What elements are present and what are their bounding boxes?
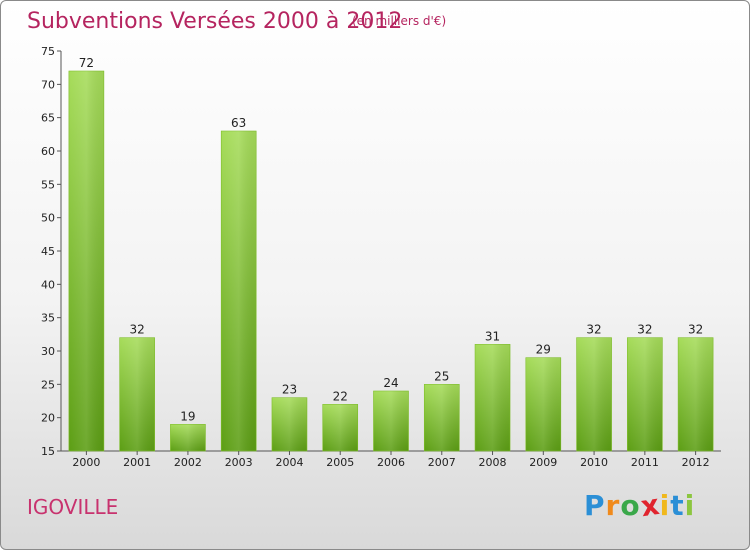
y-tick-label: 15: [41, 445, 55, 458]
x-tick-label: 2009: [529, 456, 557, 469]
data-label: 25: [434, 369, 449, 383]
logo-letter: i: [659, 489, 671, 522]
bar-sheen: [221, 131, 257, 451]
y-tick-label: 55: [41, 178, 55, 191]
data-label: 32: [586, 323, 601, 337]
data-label: 23: [282, 383, 297, 397]
proxiti-logo[interactable]: Proxiti: [584, 487, 696, 524]
bar-sheen: [119, 337, 155, 451]
bar-sheen: [678, 337, 714, 451]
data-label: 22: [333, 389, 348, 403]
y-tick-label: 70: [41, 78, 55, 91]
bar-sheen: [576, 337, 612, 451]
y-tick-label: 40: [41, 278, 55, 291]
bar-sheen: [627, 337, 663, 451]
data-label: 32: [637, 323, 652, 337]
x-tick-label: 2011: [631, 456, 659, 469]
logo-letter: i: [684, 489, 696, 522]
y-tick-label: 20: [41, 412, 55, 425]
x-tick-label: 2003: [225, 456, 253, 469]
data-label: 63: [231, 116, 246, 130]
y-tick-label: 25: [41, 378, 55, 391]
bar-sheen: [68, 71, 104, 451]
bar-sheen: [322, 404, 358, 451]
y-tick-label: 60: [41, 145, 55, 158]
x-tick-label: 2010: [580, 456, 608, 469]
y-tick-label: 50: [41, 212, 55, 225]
data-label: 29: [536, 343, 551, 357]
x-tick-label: 2000: [72, 456, 100, 469]
data-label: 32: [688, 323, 703, 337]
x-tick-label: 2004: [275, 456, 303, 469]
bar-sheen: [424, 384, 460, 451]
y-tick-label: 65: [41, 112, 55, 125]
y-tick-label: 75: [41, 45, 55, 58]
data-label: 24: [383, 376, 398, 390]
y-tick-label: 45: [41, 245, 55, 258]
logo-letter: t: [670, 489, 685, 522]
data-label: 72: [79, 56, 94, 70]
y-tick-label: 30: [41, 345, 55, 358]
bar-sheen: [271, 397, 307, 451]
logo-letter: o: [620, 489, 641, 522]
x-tick-label: 2002: [174, 456, 202, 469]
x-tick-label: 2008: [479, 456, 507, 469]
x-tick-label: 2005: [326, 456, 354, 469]
data-label: 32: [130, 323, 145, 337]
x-tick-label: 2001: [123, 456, 151, 469]
y-tick-label: 35: [41, 312, 55, 325]
x-tick-label: 2007: [428, 456, 456, 469]
chart-subtitle: (en milliers d'€): [352, 14, 447, 28]
logo-letter: P: [584, 489, 606, 522]
bar-sheen: [170, 424, 206, 451]
bar-sheen: [373, 391, 409, 451]
data-label: 19: [180, 409, 195, 423]
logo-letter: r: [605, 489, 621, 522]
chart-title: Subventions Versées 2000 à 2012: [27, 9, 403, 34]
bar-sheen: [475, 344, 511, 451]
logo-letter: x: [638, 487, 662, 524]
x-tick-label: 2012: [682, 456, 710, 469]
x-tick-label: 2006: [377, 456, 405, 469]
bar-sheen: [525, 357, 561, 451]
commune-name: IGOVILLE: [27, 495, 119, 519]
data-label: 31: [485, 329, 500, 343]
